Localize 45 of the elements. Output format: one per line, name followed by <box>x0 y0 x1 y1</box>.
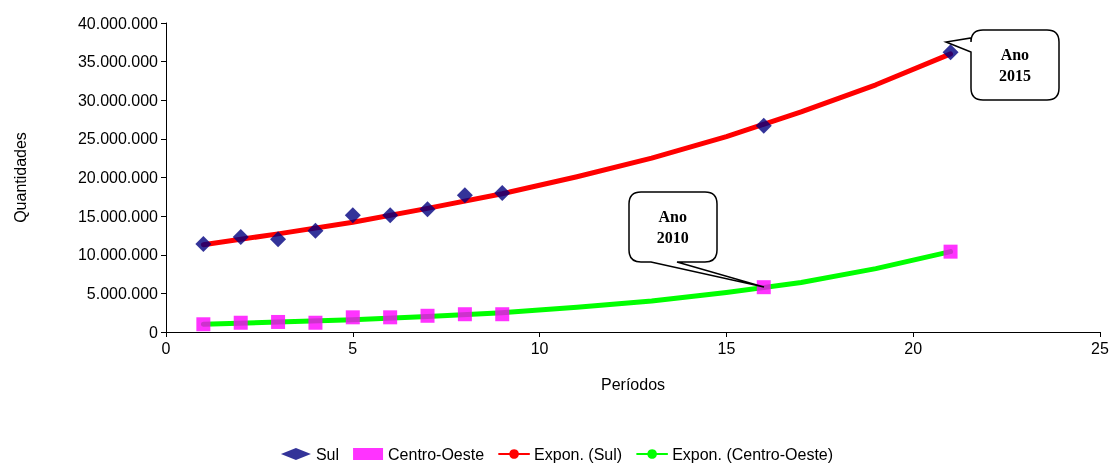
point <box>419 201 436 218</box>
point <box>195 235 212 252</box>
y-tick-label: 20.000.000 <box>77 169 159 186</box>
point <box>456 187 473 204</box>
point <box>345 310 360 325</box>
point <box>344 207 361 224</box>
point <box>270 231 287 248</box>
x-tick-label: 15 <box>717 339 736 357</box>
y-tick-label: 5.000.000 <box>86 284 159 302</box>
annotation: Ano 2010 <box>655 207 690 249</box>
point <box>232 228 249 245</box>
point <box>942 44 959 61</box>
point <box>382 207 399 224</box>
y-tick-label: 35.000.000 <box>77 53 159 71</box>
legend-label: Centro-Oeste <box>388 445 485 463</box>
point <box>495 307 510 322</box>
legend-label: Expon. (Sul) <box>534 445 623 463</box>
x-tick-label: 10 <box>530 339 549 357</box>
y-tick-label: 40.000.000 <box>77 14 159 32</box>
x-tick-label: 5 <box>348 339 358 357</box>
point <box>233 315 248 330</box>
x-axis-title: Períodos <box>600 375 666 393</box>
point <box>943 244 958 259</box>
x-tick-label: 20 <box>904 339 923 357</box>
point <box>271 314 286 329</box>
y-tick-label: 0 <box>149 323 159 341</box>
y-tick-label: 10.000.000 <box>77 246 159 264</box>
legend-label: Expon. (Centro-Oeste) <box>672 445 834 463</box>
point <box>755 117 772 134</box>
y-axis-title: Quantidades <box>11 132 29 223</box>
point <box>307 222 324 239</box>
annotation: Ano 2015 <box>997 44 1032 86</box>
point <box>457 307 472 322</box>
point <box>383 310 398 325</box>
legend-label: Sul <box>315 445 340 463</box>
point <box>756 280 771 295</box>
x-tick-label: 0 <box>161 339 171 357</box>
point <box>420 308 435 323</box>
y-tick-label: 30.000.000 <box>77 91 159 109</box>
point <box>308 315 323 330</box>
y-tick-label: 25.000.000 <box>77 130 159 148</box>
point <box>196 317 211 332</box>
x-tick-label: 25 <box>1091 339 1109 357</box>
y-tick-label: 15.000.000 <box>77 207 159 225</box>
point <box>494 184 511 201</box>
